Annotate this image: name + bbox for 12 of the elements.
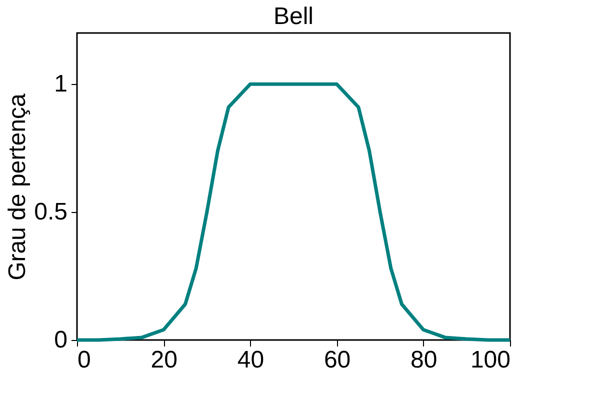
x-tick-label: 80 [410,346,438,374]
line-series [75,82,512,342]
x-tick-label: 100 [470,346,510,374]
chart-title: Bell [273,3,314,30]
y-tick-label: 1 [54,70,68,98]
x-tick-label: 40 [237,346,264,374]
x-tick-label: 0 [78,346,91,374]
y-tick-label: 0 [54,326,68,354]
x-tick-label: 60 [324,346,351,374]
x-tick-label: 20 [150,346,178,374]
y-tick-label: 0.5 [34,198,68,226]
y-axis-title: Grau de pertença [4,92,32,280]
